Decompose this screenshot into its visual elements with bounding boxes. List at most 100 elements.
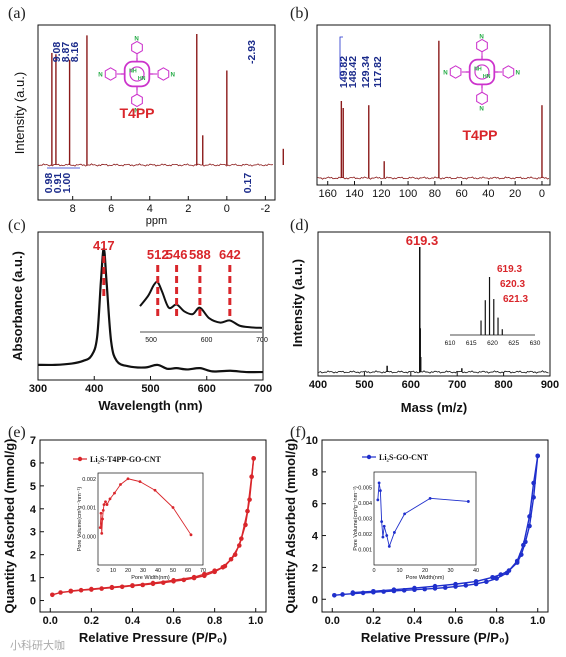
panel-e-inset-tick-label: 60 bbox=[185, 568, 191, 574]
panel-d-tick-label: 700 bbox=[448, 379, 466, 391]
panel-e-inset-point bbox=[171, 506, 175, 509]
panel-b-baseline bbox=[317, 176, 550, 180]
panel-f-adsorption-point bbox=[381, 589, 386, 594]
panel-f-inset-ytick-label: 0.004 bbox=[358, 501, 372, 507]
panel-f-legend-marker bbox=[366, 454, 372, 460]
panel-f-frame bbox=[321, 439, 549, 613]
panel-f-adsorption-point bbox=[401, 588, 407, 593]
panel-f-adsorption-point bbox=[484, 579, 489, 585]
hn-label: HN bbox=[483, 74, 491, 80]
pyridyl-ring bbox=[131, 93, 143, 108]
panel-d-inset-peak-label: 620.3 bbox=[500, 279, 525, 290]
panel-f-inset-tick-label: 0 bbox=[372, 568, 375, 574]
panel-e-tick-label: 0.2 bbox=[84, 615, 99, 627]
panel-e-ytick-label: 1 bbox=[30, 573, 36, 585]
panel-c-tick-label: 300 bbox=[29, 383, 47, 395]
panel-f-ytick-label: 4 bbox=[312, 531, 319, 543]
panel-e-inset-xlabel: Pore Width(nm) bbox=[131, 575, 170, 581]
panel-f-adsorption-point bbox=[360, 590, 366, 596]
panel-d-inset-tick-label: 620 bbox=[487, 340, 498, 347]
panel-e-inset-point bbox=[105, 503, 109, 507]
panel-f-inset-frame bbox=[373, 471, 477, 566]
pyridyl-n-label: N bbox=[443, 70, 448, 77]
panel-e-ytick-label: 4 bbox=[30, 504, 37, 516]
panel-f-desorption-point bbox=[527, 523, 532, 529]
pyridyl-ring bbox=[502, 65, 515, 79]
panel-c-peak-label: 642 bbox=[219, 247, 241, 262]
nh-label: NH bbox=[129, 68, 137, 74]
panel-c-peak-label: 512 bbox=[147, 247, 169, 262]
pyridyl-n-label: N bbox=[170, 72, 175, 79]
pyridyl-n-label: N bbox=[515, 70, 520, 77]
panel-e-inset-point bbox=[98, 526, 102, 530]
panel-a-tick-label: 6 bbox=[108, 203, 114, 215]
panel-e-tick-label: 0.6 bbox=[166, 615, 181, 627]
panel-f-inset-point bbox=[387, 545, 391, 548]
panel-f-desorption-point bbox=[498, 572, 504, 577]
panel-a-frame bbox=[37, 24, 276, 201]
panel-f-desorption-point bbox=[371, 588, 376, 594]
panel-e-inset-ytick-label: 0.000 bbox=[82, 534, 96, 540]
panel-b-shift-label: 148.42 bbox=[347, 56, 359, 88]
panel-f-ytick-label: 2 bbox=[312, 562, 318, 574]
panel-e-inset-point bbox=[119, 483, 122, 486]
panel-e-adsorption-point bbox=[78, 587, 84, 593]
panel-e-adsorption-point bbox=[58, 590, 63, 595]
panel-c-inset-tick-label: 700 bbox=[256, 337, 268, 344]
panel-b-frame bbox=[316, 24, 551, 186]
panel-d-inset-tick-label: 610 bbox=[445, 340, 456, 347]
panel-f-inset-point bbox=[466, 500, 470, 503]
panel-e-desorption-point bbox=[212, 568, 217, 574]
panel-f-inset-ytick-label: 0.002 bbox=[358, 532, 372, 538]
panel-f-adsorption-point bbox=[340, 592, 345, 597]
panel-b-tick-label: 0 bbox=[539, 188, 545, 200]
panel-a-integral-label: 0.17 bbox=[242, 173, 254, 194]
panel-a-molecule-label: T4PP bbox=[119, 105, 154, 121]
panel-d-xlabel: Mass (m/z) bbox=[401, 400, 467, 415]
panel-c-peak-label: 417 bbox=[93, 238, 115, 253]
panel-c-tick-label: 400 bbox=[85, 383, 103, 395]
panel-f-desorption-point bbox=[453, 581, 458, 587]
panel-f-adsorption-point bbox=[527, 514, 532, 519]
pyridyl-n-label: N bbox=[98, 72, 103, 79]
panel-e-xlabel: Relative Pressure (P/P₀) bbox=[79, 630, 227, 645]
panel-f-ytick-label: 10 bbox=[306, 435, 318, 447]
panel-a-tick-label: 0 bbox=[224, 203, 230, 215]
panel-e-frame bbox=[39, 439, 267, 613]
panel-a-integral-label: 0.91 bbox=[52, 173, 64, 194]
panel-d-peak-label: 619.3 bbox=[406, 233, 439, 248]
panel-e-ytick-label: 2 bbox=[30, 550, 36, 562]
panel-c-tick-label: 600 bbox=[198, 383, 216, 395]
panel-f-inset-tick-label: 10 bbox=[396, 568, 402, 574]
panel-d-inset-tick-label: 615 bbox=[466, 340, 477, 347]
panel-e-desorption-point bbox=[68, 588, 74, 594]
panel-f-tick-label: 0.8 bbox=[489, 615, 504, 627]
panel-e-desorption-point bbox=[202, 571, 207, 577]
panel-b-tick-label: 60 bbox=[455, 188, 467, 200]
panel-a-shift-label: -2.93 bbox=[246, 40, 258, 64]
panel-e-inset-point bbox=[108, 497, 112, 501]
panel-e-desorption-point bbox=[130, 583, 135, 588]
panel-a-tick-label: 8 bbox=[70, 203, 76, 215]
panel-f-desorption-point bbox=[490, 574, 495, 580]
panel-c-peak-label: 546 bbox=[166, 247, 188, 262]
panel-e-inset-tick-label: 10 bbox=[110, 568, 116, 574]
panel-b-tick-label: 100 bbox=[399, 188, 417, 200]
panel-e-inset-point bbox=[113, 491, 116, 495]
panel-f-adsorption-point bbox=[531, 480, 536, 486]
panel-d-tick-label: 900 bbox=[541, 379, 559, 391]
pyridyl-n-label: N bbox=[479, 106, 484, 113]
pyridyl-n-label: N bbox=[134, 108, 139, 115]
panel-f-inset-point bbox=[376, 498, 380, 502]
panel-f-legend-label: Li₂S-GO-CNT bbox=[379, 453, 429, 462]
panel-b-tick-label: 120 bbox=[372, 188, 390, 200]
panel-e-adsorption-point bbox=[119, 584, 125, 590]
panel-f-inset-point bbox=[385, 534, 389, 537]
panel-d-inset-tick-label: 625 bbox=[508, 340, 519, 347]
panel-e-adsorption-point bbox=[249, 474, 254, 479]
panel-b-label: (b) bbox=[290, 5, 309, 22]
panel-e-tick-label: 1.0 bbox=[248, 615, 263, 627]
panel-e-ytick-label: 3 bbox=[30, 527, 36, 539]
panel-b-tick-label: 160 bbox=[319, 188, 337, 200]
